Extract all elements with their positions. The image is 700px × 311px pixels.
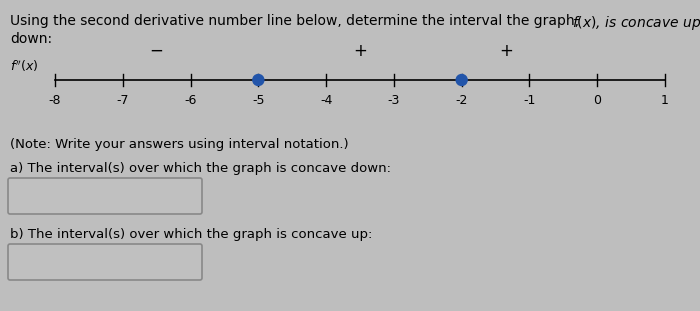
Text: +: + <box>353 42 367 60</box>
Text: -1: -1 <box>524 94 536 107</box>
Text: b) The interval(s) over which the graph is concave up:: b) The interval(s) over which the graph … <box>10 228 372 241</box>
Text: -8: -8 <box>49 94 62 107</box>
FancyBboxPatch shape <box>8 244 202 280</box>
Text: (Note: Write your answers using interval notation.): (Note: Write your answers using interval… <box>10 138 349 151</box>
Text: a) The interval(s) over which the graph is concave down:: a) The interval(s) over which the graph … <box>10 162 391 175</box>
Circle shape <box>253 75 264 86</box>
Text: 0: 0 <box>593 94 601 107</box>
FancyBboxPatch shape <box>8 178 202 214</box>
Text: -7: -7 <box>116 94 129 107</box>
Text: 1: 1 <box>661 94 669 107</box>
Text: -2: -2 <box>456 94 468 107</box>
Text: -3: -3 <box>388 94 400 107</box>
Text: -5: -5 <box>252 94 265 107</box>
Text: $f''(x)$: $f''(x)$ <box>10 58 38 73</box>
Circle shape <box>456 75 467 86</box>
Text: +: + <box>499 42 512 60</box>
Text: Using the second derivative number line below, determine the interval the graph,: Using the second derivative number line … <box>10 14 583 28</box>
Text: down:: down: <box>10 32 52 46</box>
Text: -6: -6 <box>184 94 197 107</box>
Text: $f(x)$, is concave up and: $f(x)$, is concave up and <box>572 14 700 32</box>
Text: −: − <box>150 42 164 60</box>
Text: -4: -4 <box>320 94 332 107</box>
